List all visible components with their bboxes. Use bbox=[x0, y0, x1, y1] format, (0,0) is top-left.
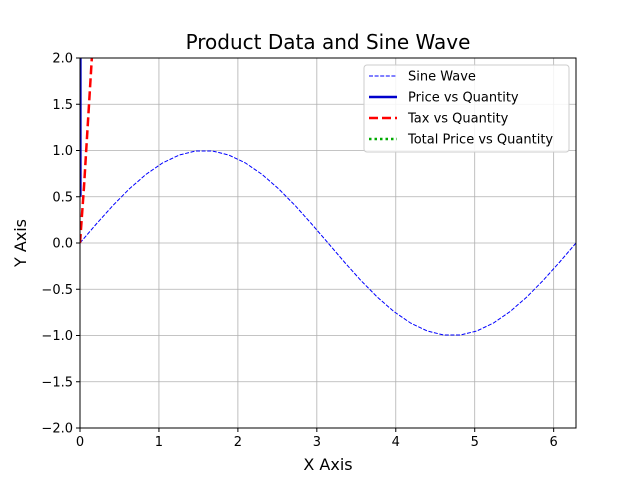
y-tick-label: 1.0 bbox=[52, 144, 73, 159]
y-ticks: −2.0 −1.5 −1.0 −0.5 0.0 0.5 1.0 1.5 2.0 bbox=[41, 52, 80, 437]
y-tick-label: 0.0 bbox=[52, 237, 73, 252]
y-tick-label: −1.5 bbox=[41, 375, 73, 390]
x-ticks: 0 1 2 3 4 5 6 bbox=[76, 428, 558, 450]
x-tick-label: 3 bbox=[313, 435, 321, 450]
y-tick-label: 1.5 bbox=[52, 98, 73, 113]
legend-label-3: Total Price vs Quantity bbox=[407, 133, 553, 148]
y-tick-label: −0.5 bbox=[41, 283, 73, 298]
x-tick-label: 4 bbox=[392, 435, 400, 450]
y-tick-label: 2.0 bbox=[52, 52, 73, 67]
y-tick-label: 0.5 bbox=[52, 190, 73, 205]
chart-title: Product Data and Sine Wave bbox=[186, 30, 471, 54]
legend: Sine Wave Price vs Quantity Tax vs Quantit… bbox=[363, 64, 570, 153]
x-tick-label: 1 bbox=[155, 435, 163, 450]
legend-box bbox=[363, 64, 570, 153]
x-tick-label: 0 bbox=[76, 435, 84, 450]
y-tick-label: −2.0 bbox=[41, 422, 73, 437]
x-tick-label: 6 bbox=[550, 435, 558, 450]
y-tick-label: −1.0 bbox=[41, 329, 73, 344]
series-line-0 bbox=[80, 150, 576, 336]
x-tick-label: 5 bbox=[471, 435, 479, 450]
legend-label-2: Tax vs Quantity bbox=[407, 112, 509, 127]
y-axis-label: Y Axis bbox=[11, 219, 30, 268]
legend-label-0: Sine Wave bbox=[408, 70, 476, 85]
series-line-2 bbox=[80, 58, 94, 244]
x-tick-label: 2 bbox=[234, 435, 242, 450]
legend-label-1: Price vs Quantity bbox=[408, 91, 519, 106]
x-axis-label: X Axis bbox=[303, 455, 352, 474]
